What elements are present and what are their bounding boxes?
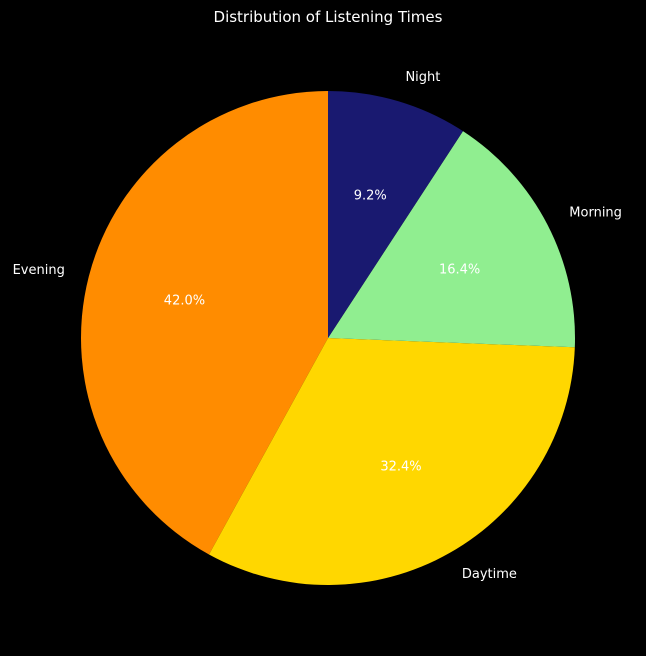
pie-slice-evening — [80, 91, 328, 555]
pie-slice-daytime — [209, 338, 575, 586]
slice-percent-evening: 42.0% — [164, 294, 205, 309]
slice-percent-night: 9.2% — [354, 188, 387, 203]
slice-percent-daytime: 32.4% — [380, 459, 421, 474]
slice-percent-morning: 16.4% — [439, 262, 480, 277]
chart-title: Distribution of Listening Times — [214, 8, 443, 26]
slice-label-daytime: Daytime — [462, 567, 517, 582]
slice-label-morning: Morning — [569, 206, 622, 221]
pie-slice-morning — [328, 131, 576, 348]
slice-label-evening: Evening — [13, 263, 65, 278]
slice-label-night: Night — [405, 70, 440, 85]
pie-slices — [80, 91, 576, 586]
pie-slice-night — [328, 91, 463, 338]
pie-labels: Evening 42.0% Daytime 32.4% Morning 16.4% Nigh… — [13, 70, 622, 582]
